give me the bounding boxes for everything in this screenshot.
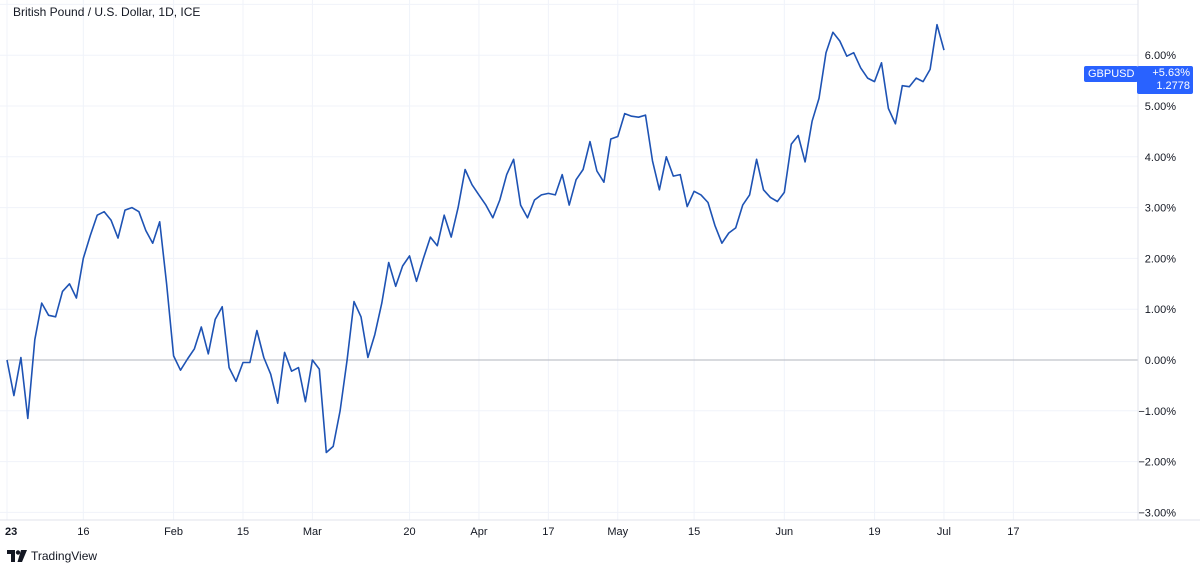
x-tick-label: May xyxy=(607,526,628,538)
price-badge: +5.63% 1.2778 xyxy=(1137,66,1193,94)
y-tick-label: 5.00% xyxy=(1145,101,1176,113)
y-tick-label: −2.00% xyxy=(1138,457,1176,469)
x-tick-label: 17 xyxy=(542,526,554,538)
x-tick-label: 17 xyxy=(1007,526,1019,538)
tradingview-logo-icon xyxy=(7,550,27,562)
y-tick-label: 3.00% xyxy=(1145,203,1176,215)
x-tick-label: 23 xyxy=(5,526,17,538)
y-axis: 6.00% 5.00% 4.00% 3.00% 2.00% 1.00% 0.00% −1.00… xyxy=(1138,50,1176,519)
x-tick-label: Jul xyxy=(937,526,951,538)
y-tick-label: 4.00% xyxy=(1145,152,1176,164)
tradingview-logo[interactable]: TradingView xyxy=(7,549,97,563)
symbol-badge: GBPUSD xyxy=(1084,66,1139,82)
x-tick-label: 16 xyxy=(77,526,89,538)
y-tick-label: 0.00% xyxy=(1145,355,1176,367)
y-tick-label: −1.00% xyxy=(1138,406,1176,418)
x-axis: 23 16 Feb 15 Mar 20 Apr 17 May 15 Jun 19 Jul 17 xyxy=(5,526,1019,538)
series-line-gbpusd xyxy=(6,23,945,454)
x-tick-label: Apr xyxy=(470,526,487,538)
x-tick-label: Jun xyxy=(775,526,793,538)
y-tick-label: −3.00% xyxy=(1138,507,1176,519)
x-tick-label: Feb xyxy=(164,526,183,538)
grid-lines xyxy=(0,0,1138,520)
y-tick-label: 1.00% xyxy=(1145,304,1176,316)
chart-title: British Pound / U.S. Dollar, 1D, ICE xyxy=(13,5,201,19)
logo-text: TradingView xyxy=(31,549,98,563)
y-tick-label: 2.00% xyxy=(1145,253,1176,265)
x-tick-label: Mar xyxy=(303,526,322,538)
x-tick-label: 20 xyxy=(403,526,415,538)
last-price: 1.2778 xyxy=(1156,80,1190,92)
x-tick-label: 15 xyxy=(237,526,249,538)
x-tick-label: 19 xyxy=(868,526,880,538)
x-tick-label: 15 xyxy=(688,526,700,538)
price-change: +5.63% xyxy=(1152,67,1190,79)
y-tick-label: 6.00% xyxy=(1145,50,1176,62)
